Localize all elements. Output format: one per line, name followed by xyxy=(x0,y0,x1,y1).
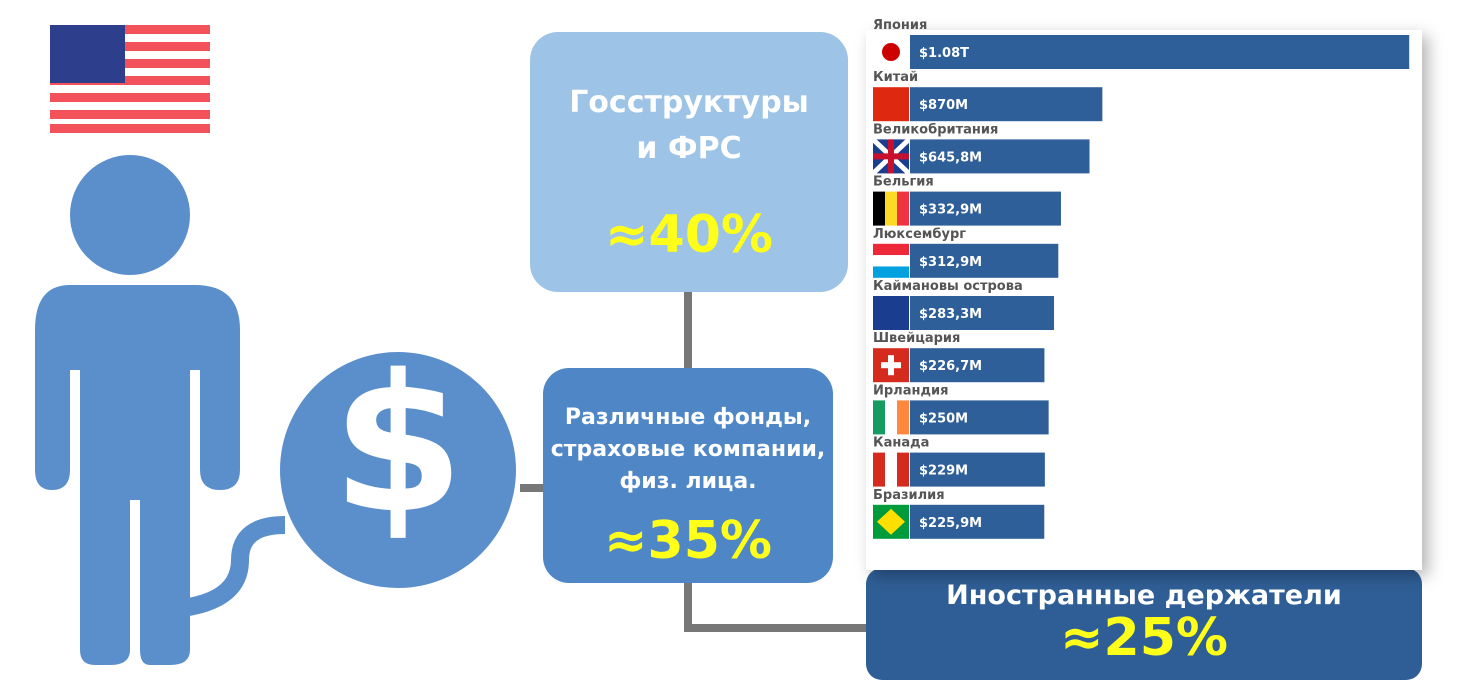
bar xyxy=(910,243,1059,278)
value-label: $645,8M xyxy=(919,150,982,165)
category-label: Япония xyxy=(873,18,927,33)
bar xyxy=(910,296,1055,330)
bar xyxy=(910,348,1045,383)
flag-part xyxy=(881,362,901,369)
category-label: Бразилия xyxy=(873,488,945,503)
value-label: $332,9M xyxy=(919,203,982,218)
us-flag xyxy=(50,25,210,133)
value-label: $1.08T xyxy=(919,46,969,61)
flag-part xyxy=(873,255,909,267)
flag-part xyxy=(885,452,897,487)
box-share: ≈25% xyxy=(1060,608,1228,668)
flag-part xyxy=(897,191,909,226)
category-label: Великобритания xyxy=(873,122,998,137)
flag-icon xyxy=(873,191,909,226)
flag-part xyxy=(873,452,885,487)
box-share: ≈35% xyxy=(604,511,772,571)
category-label: Канада xyxy=(873,436,929,451)
box-text: физ. лица. xyxy=(619,469,756,494)
flag-icon xyxy=(873,35,909,69)
box-text: страховые компании, xyxy=(551,437,826,462)
flag-part xyxy=(897,452,909,487)
dollar-icon: $ xyxy=(332,334,464,555)
value-label: $250M xyxy=(919,411,968,426)
flag-icon xyxy=(873,87,909,122)
flag-part xyxy=(882,43,900,61)
box-text: Госструктуры xyxy=(569,85,809,120)
flag-part xyxy=(885,400,897,435)
flag-icon xyxy=(873,452,909,487)
bar xyxy=(910,139,1090,174)
box-gov xyxy=(530,32,848,292)
connectors xyxy=(520,290,870,632)
flag-part xyxy=(873,243,909,256)
box-text: и ФРС xyxy=(636,131,741,166)
box-text: Иностранные держатели xyxy=(946,580,1342,611)
value-label: $226,7M xyxy=(919,359,982,374)
value-label: $225,9M xyxy=(919,516,982,531)
bar xyxy=(910,400,1049,435)
category-label: Швейцария xyxy=(873,331,960,346)
value-label: $870M xyxy=(919,98,968,113)
bar xyxy=(910,191,1061,226)
category-label: Люксембург xyxy=(873,227,966,242)
flag-part xyxy=(873,400,885,435)
flag-icon xyxy=(873,296,909,330)
flag-part xyxy=(885,191,897,226)
category-label: Китай xyxy=(873,70,918,85)
bar xyxy=(910,87,1103,122)
flag-icon xyxy=(873,400,909,435)
flag-part xyxy=(873,266,909,278)
box-funds xyxy=(543,368,833,583)
flag-part xyxy=(873,139,909,174)
flag-part xyxy=(877,508,905,535)
flag-icon xyxy=(873,504,909,539)
value-label: $312,9M xyxy=(919,255,982,270)
value-label: $229M xyxy=(919,464,968,479)
flag-part xyxy=(873,191,885,226)
category-label: Каймановы острова xyxy=(873,279,1023,294)
bar xyxy=(910,504,1045,539)
flag-part xyxy=(873,87,909,122)
flag-icon xyxy=(873,243,909,278)
box-foreign xyxy=(866,568,1422,680)
category-label: Бельгия xyxy=(873,175,934,190)
flag-part xyxy=(897,400,909,435)
category-label: Ирландия xyxy=(873,383,948,398)
flag-part xyxy=(873,296,909,330)
box-share: ≈40% xyxy=(605,205,773,265)
bar xyxy=(910,35,1410,69)
box-text: Различные фонды, xyxy=(565,405,811,430)
flag-icon xyxy=(873,348,909,383)
value-label: $283,3M xyxy=(919,307,982,322)
person-icon xyxy=(35,155,516,665)
flag-icon xyxy=(871,137,911,176)
bar xyxy=(910,452,1045,487)
